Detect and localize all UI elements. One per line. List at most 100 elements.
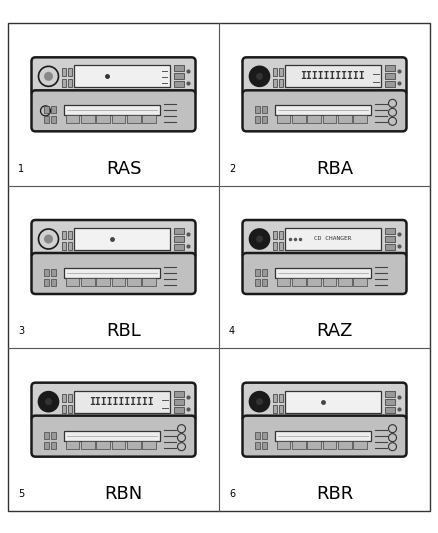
- Circle shape: [44, 72, 53, 81]
- Bar: [127, 278, 141, 286]
- Bar: [50, 106, 56, 114]
- Bar: [173, 236, 184, 242]
- Bar: [67, 68, 71, 76]
- Text: RBL: RBL: [106, 322, 141, 341]
- Bar: [66, 278, 79, 286]
- Bar: [307, 278, 321, 286]
- FancyBboxPatch shape: [243, 90, 406, 131]
- Bar: [261, 432, 266, 439]
- Bar: [74, 228, 170, 250]
- Bar: [81, 278, 95, 286]
- Bar: [61, 405, 66, 413]
- Bar: [74, 391, 170, 413]
- Bar: [50, 442, 56, 449]
- Bar: [173, 244, 184, 250]
- FancyBboxPatch shape: [32, 253, 195, 294]
- Bar: [66, 441, 79, 449]
- Bar: [142, 278, 156, 286]
- Bar: [61, 394, 66, 402]
- Bar: [353, 278, 367, 286]
- Bar: [385, 244, 395, 250]
- Bar: [279, 405, 283, 413]
- FancyBboxPatch shape: [243, 220, 406, 258]
- Bar: [50, 279, 56, 286]
- Bar: [67, 405, 71, 413]
- Bar: [67, 231, 71, 239]
- Bar: [173, 399, 184, 405]
- Bar: [322, 115, 336, 123]
- Bar: [81, 115, 95, 123]
- Bar: [322, 441, 336, 449]
- Text: RBR: RBR: [316, 485, 353, 503]
- Text: 3: 3: [18, 326, 24, 336]
- Circle shape: [256, 73, 263, 80]
- Bar: [261, 106, 266, 114]
- Bar: [353, 115, 367, 123]
- Bar: [353, 441, 367, 449]
- Bar: [285, 228, 381, 250]
- Bar: [292, 441, 306, 449]
- Bar: [385, 82, 395, 87]
- Bar: [43, 269, 49, 276]
- Bar: [254, 432, 259, 439]
- Bar: [173, 228, 184, 234]
- Text: RAZ: RAZ: [316, 322, 353, 341]
- Bar: [64, 268, 159, 278]
- Bar: [43, 116, 49, 123]
- Bar: [112, 115, 125, 123]
- Bar: [173, 74, 184, 79]
- Bar: [81, 441, 95, 449]
- Text: RBN: RBN: [104, 485, 143, 503]
- Bar: [385, 399, 395, 405]
- FancyBboxPatch shape: [32, 58, 195, 95]
- Text: 2: 2: [229, 164, 235, 174]
- Bar: [385, 407, 395, 413]
- Bar: [254, 106, 259, 114]
- Bar: [67, 79, 71, 87]
- Bar: [275, 106, 371, 115]
- Bar: [74, 66, 170, 87]
- Text: IIIIIIIIIII: IIIIIIIIIII: [89, 397, 154, 407]
- FancyBboxPatch shape: [32, 220, 195, 258]
- Bar: [96, 115, 110, 123]
- Bar: [67, 242, 71, 250]
- Text: 5: 5: [18, 489, 24, 499]
- Bar: [279, 79, 283, 87]
- Bar: [254, 116, 259, 123]
- Bar: [272, 231, 276, 239]
- Bar: [279, 242, 283, 250]
- Text: CD CHANGER: CD CHANGER: [314, 237, 351, 241]
- Bar: [261, 116, 266, 123]
- Bar: [142, 115, 156, 123]
- FancyBboxPatch shape: [32, 383, 195, 421]
- Bar: [272, 79, 276, 87]
- Bar: [292, 278, 306, 286]
- Bar: [66, 115, 79, 123]
- Bar: [292, 115, 306, 123]
- Bar: [338, 441, 352, 449]
- Bar: [254, 442, 259, 449]
- FancyBboxPatch shape: [243, 383, 406, 421]
- Bar: [272, 405, 276, 413]
- Bar: [50, 269, 56, 276]
- Bar: [61, 79, 66, 87]
- Circle shape: [39, 392, 59, 411]
- Text: 4: 4: [229, 326, 235, 336]
- Bar: [276, 115, 290, 123]
- Bar: [127, 115, 141, 123]
- Bar: [279, 394, 283, 402]
- Bar: [307, 115, 321, 123]
- Bar: [272, 394, 276, 402]
- Bar: [385, 66, 395, 71]
- Circle shape: [45, 398, 52, 405]
- Bar: [142, 441, 156, 449]
- Bar: [43, 432, 49, 439]
- Bar: [322, 278, 336, 286]
- Bar: [61, 231, 66, 239]
- Bar: [254, 279, 259, 286]
- Bar: [254, 269, 259, 276]
- Circle shape: [256, 398, 263, 405]
- Bar: [272, 68, 276, 76]
- Bar: [285, 391, 381, 413]
- Bar: [112, 441, 125, 449]
